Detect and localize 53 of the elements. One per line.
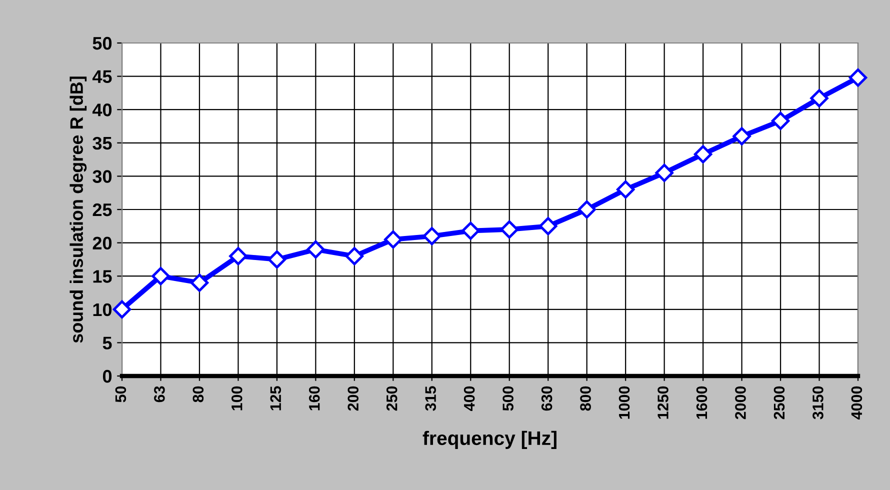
point [422, 227, 441, 246]
y-axis-title: sound insulation degree R [dB] [70, 76, 87, 343]
x-tick-label: 250 [386, 386, 398, 411]
point [500, 220, 518, 239]
point [306, 240, 325, 259]
point [462, 222, 480, 240]
point [268, 250, 286, 269]
point [578, 200, 596, 219]
x-tick-label: 100 [231, 386, 242, 410]
y-tick-label: 25 [92, 203, 112, 216]
y-tick-label: 50 [92, 36, 112, 50]
y-tick-label: 40 [92, 104, 112, 116]
x-tick-label: 3150 [812, 386, 824, 420]
x-axis-title: frequency [Hz] [422, 430, 556, 449]
x-tick-label: 4000 [851, 386, 862, 420]
point [732, 127, 751, 146]
x-tick-label: 500 [502, 386, 514, 411]
point [771, 112, 790, 130]
point [190, 274, 209, 292]
y-tick-label: 45 [92, 70, 112, 84]
point [384, 230, 402, 249]
x-tick-label: 630 [541, 386, 552, 411]
point [655, 164, 674, 182]
x-tick-label: 2500 [774, 386, 785, 420]
y-tick-label: 35 [92, 136, 112, 150]
point [616, 180, 635, 199]
x-tick-label: 800 [580, 386, 591, 411]
point [345, 247, 364, 266]
x-tick-label: 315 [425, 386, 436, 411]
point [229, 247, 248, 266]
y-tick-label: 20 [92, 236, 112, 250]
y-tick-label: 0 [102, 370, 112, 383]
x-tick-label: 1000 [618, 386, 630, 419]
x-tick-label: 1600 [696, 386, 708, 419]
y-tick-label: 5 [102, 336, 112, 350]
x-tick-label: 200 [348, 386, 359, 411]
x-tick-label: 125 [270, 386, 282, 410]
point [694, 145, 712, 164]
x-tick-label: 400 [464, 386, 475, 411]
x-tick-label: 1250 [658, 386, 668, 419]
x-tick-label: 63 [154, 386, 165, 402]
point [810, 89, 828, 108]
point [112, 300, 132, 319]
point [152, 266, 170, 286]
point [539, 217, 558, 236]
x-tick-label: 160 [308, 386, 320, 410]
y-tick-label: 10 [93, 303, 112, 316]
point [848, 68, 868, 87]
x-tick-label: 80 [192, 386, 204, 402]
y-tick-label: 15 [93, 270, 112, 283]
y-tick-label: 30 [92, 170, 112, 183]
x-tick-label: 50 [115, 386, 126, 402]
x-tick-label: 2000 [735, 386, 746, 420]
